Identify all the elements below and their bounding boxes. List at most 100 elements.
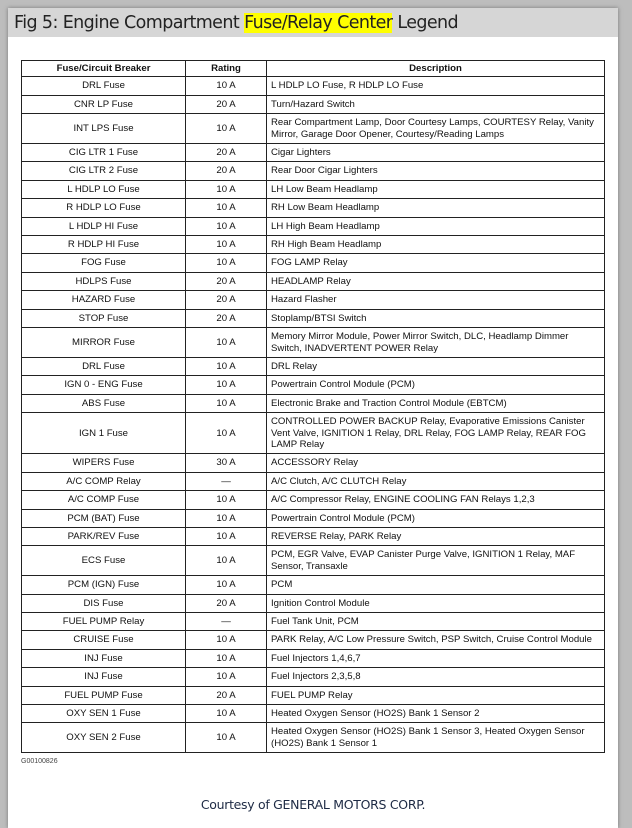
rating-cell: 10 A <box>185 253 267 273</box>
rating-cell: 20 A <box>185 161 267 181</box>
description-cell: LH Low Beam Headlamp <box>266 179 605 200</box>
table-row: FUEL PUMP Fuse 20 A FUEL PUMP Relay <box>21 685 605 706</box>
table-row: INJ Fuse 10 A Fuel Injectors 1,4,6,7 <box>21 648 605 669</box>
fuse-name-cell: INJ Fuse <box>21 648 186 669</box>
rating-cell: 10 A <box>185 412 267 455</box>
table-row: DIS Fuse 20 A Ignition Control Module <box>21 593 605 614</box>
table-row: CIG LTR 1 Fuse 20 A Cigar Lighters <box>21 143 605 163</box>
table-row: IGN 1 Fuse 10 A CONTROLLED POWER BACKUP Re… <box>21 412 605 455</box>
rating-cell: 20 A <box>185 94 267 115</box>
table-row: FUEL PUMP Relay — Fuel Tank Unit, PCM <box>21 611 605 632</box>
description-cell: A/C Clutch, A/C CLUTCH Relay <box>266 471 605 492</box>
description-cell: Stoplamp/BTSI Switch <box>266 308 605 329</box>
column-header: Rating <box>185 59 267 78</box>
table-row: HAZARD Fuse 20 A Hazard Flasher <box>21 290 605 310</box>
rating-cell: 10 A <box>185 216 267 237</box>
table-row: L HDLP HI Fuse 10 A LH High Beam Headlamp <box>21 216 605 237</box>
courtesy-credit: Courtesy of GENERAL MOTORS CORP. <box>200 797 426 812</box>
fuse-name-cell: R HDLP LO Fuse <box>21 198 186 218</box>
column-header: Fuse/Circuit Breaker <box>21 59 186 78</box>
title-bar: Fig 5: Engine Compartment Fuse/Relay Cen… <box>8 8 618 37</box>
table-header-row: Fuse/Circuit Breaker Rating Description <box>21 59 605 78</box>
table-row: R HDLP LO Fuse 10 A RH Low Beam Headlamp <box>21 198 605 218</box>
description-cell: REVERSE Relay, PARK Relay <box>266 526 605 547</box>
table-row: PCM (IGN) Fuse 10 A PCM <box>21 575 605 595</box>
rating-cell: 10 A <box>185 113 267 145</box>
table-row: FOG Fuse 10 A FOG LAMP Relay <box>21 253 605 273</box>
description-cell: LH High Beam Headlamp <box>266 216 605 237</box>
table-row: L HDLP LO Fuse 10 A LH Low Beam Headlamp <box>21 179 605 200</box>
title-text: Fig 5: Engine Compartment <box>14 13 245 33</box>
fuse-name-cell: R HDLP HI Fuse <box>21 235 186 255</box>
rating-cell: 20 A <box>185 308 267 329</box>
table-row: STOP Fuse 20 A Stoplamp/BTSI Switch <box>21 308 605 329</box>
rating-cell: 20 A <box>185 290 267 310</box>
rating-cell: 10 A <box>185 198 267 218</box>
fuse-name-cell: HAZARD Fuse <box>21 290 186 310</box>
figure-code: G00100826 <box>21 758 58 765</box>
description-cell: Powertrain Control Module (PCM) <box>266 508 605 528</box>
description-cell: RH Low Beam Headlamp <box>266 198 605 218</box>
table-row: HDLPS Fuse 20 A HEADLAMP Relay <box>21 271 605 292</box>
table-row: A/C COMP Fuse 10 A A/C Compressor Relay, E… <box>21 490 605 510</box>
description-cell: Ignition Control Module <box>266 593 605 614</box>
description-cell: DRL Relay <box>266 356 605 377</box>
rating-cell: 20 A <box>185 143 267 163</box>
fuse-name-cell: OXY SEN 2 Fuse <box>21 722 186 754</box>
description-cell: Cigar Lighters <box>266 143 605 163</box>
fuse-name-cell: CNR LP Fuse <box>21 94 186 115</box>
table-row: CIG LTR 2 Fuse 20 A Rear Door Cigar Lighte… <box>21 161 605 181</box>
rating-cell: 20 A <box>185 685 267 706</box>
description-cell: Hazard Flasher <box>266 290 605 310</box>
description-cell: Rear Door Cigar Lighters <box>266 161 605 181</box>
rating-cell: 10 A <box>185 356 267 377</box>
table-row: ABS Fuse 10 A Electronic Brake and Tractio… <box>21 393 605 414</box>
document-frame: Fig 5: Engine Compartment Fuse/Relay Cen… <box>8 8 618 828</box>
fuse-name-cell: FOG Fuse <box>21 253 186 273</box>
title-text-end: Legend <box>392 13 459 33</box>
rating-cell: 10 A <box>185 526 267 547</box>
rating-cell: 10 A <box>185 179 267 200</box>
description-cell: A/C Compressor Relay, ENGINE COOLING FAN… <box>266 490 605 510</box>
rating-cell: 10 A <box>185 648 267 669</box>
table-row: PCM (BAT) Fuse 10 A Powertrain Control Mod… <box>21 508 605 528</box>
table-row: OXY SEN 2 Fuse 10 A Heated Oxygen Sensor (… <box>21 722 605 754</box>
fuse-name-cell: DRL Fuse <box>21 76 186 96</box>
table-row: IGN 0 - ENG Fuse 10 A Powertrain Control M… <box>21 375 605 395</box>
fuse-name-cell: CRUISE Fuse <box>21 630 186 650</box>
page-title: Fig 5: Engine Compartment Fuse/Relay Cen… <box>14 13 459 33</box>
description-cell: FOG LAMP Relay <box>266 253 605 273</box>
fuse-name-cell: IGN 1 Fuse <box>21 412 186 455</box>
table-row: CNR LP Fuse 20 A Turn/Hazard Switch <box>21 94 605 115</box>
table-row: OXY SEN 1 Fuse 10 A Heated Oxygen Sensor (… <box>21 704 605 724</box>
rating-cell: — <box>185 611 267 632</box>
fuse-name-cell: ABS Fuse <box>21 393 186 414</box>
description-cell: Electronic Brake and Traction Control Mo… <box>266 393 605 414</box>
rating-cell: 10 A <box>185 508 267 528</box>
rating-cell: 10 A <box>185 667 267 687</box>
title-highlight: Fuse/Relay Center <box>244 13 393 33</box>
description-cell: RH High Beam Headlamp <box>266 235 605 255</box>
rating-cell: 20 A <box>185 593 267 614</box>
rating-cell: 10 A <box>185 630 267 650</box>
table-row: PARK/REV Fuse 10 A REVERSE Relay, PARK Rel… <box>21 526 605 547</box>
fuse-name-cell: FUEL PUMP Relay <box>21 611 186 632</box>
rating-cell: 10 A <box>185 235 267 255</box>
rating-cell: 10 A <box>185 490 267 510</box>
fuse-name-cell: WIPERS Fuse <box>21 453 186 473</box>
description-cell: PCM, EGR Valve, EVAP Canister Purge Valv… <box>266 545 605 577</box>
table-row: DRL Fuse 10 A DRL Relay <box>21 356 605 377</box>
description-cell: CONTROLLED POWER BACKUP Relay, Evaporati… <box>266 412 605 455</box>
description-cell: Memory Mirror Module, Power Mirror Switc… <box>266 327 605 358</box>
rating-cell: 10 A <box>185 393 267 414</box>
description-cell: HEADLAMP Relay <box>266 271 605 292</box>
rating-cell: 10 A <box>185 704 267 724</box>
rating-cell: 10 A <box>185 575 267 595</box>
rating-cell: 20 A <box>185 271 267 292</box>
fuse-name-cell: MIRROR Fuse <box>21 327 186 358</box>
fuse-name-cell: ECS Fuse <box>21 545 186 577</box>
table-row: R HDLP HI Fuse 10 A RH High Beam Headlamp <box>21 235 605 255</box>
fuse-name-cell: CIG LTR 2 Fuse <box>21 161 186 181</box>
description-cell: ACCESSORY Relay <box>266 453 605 473</box>
description-cell: Rear Compartment Lamp, Door Courtesy Lam… <box>266 113 605 145</box>
